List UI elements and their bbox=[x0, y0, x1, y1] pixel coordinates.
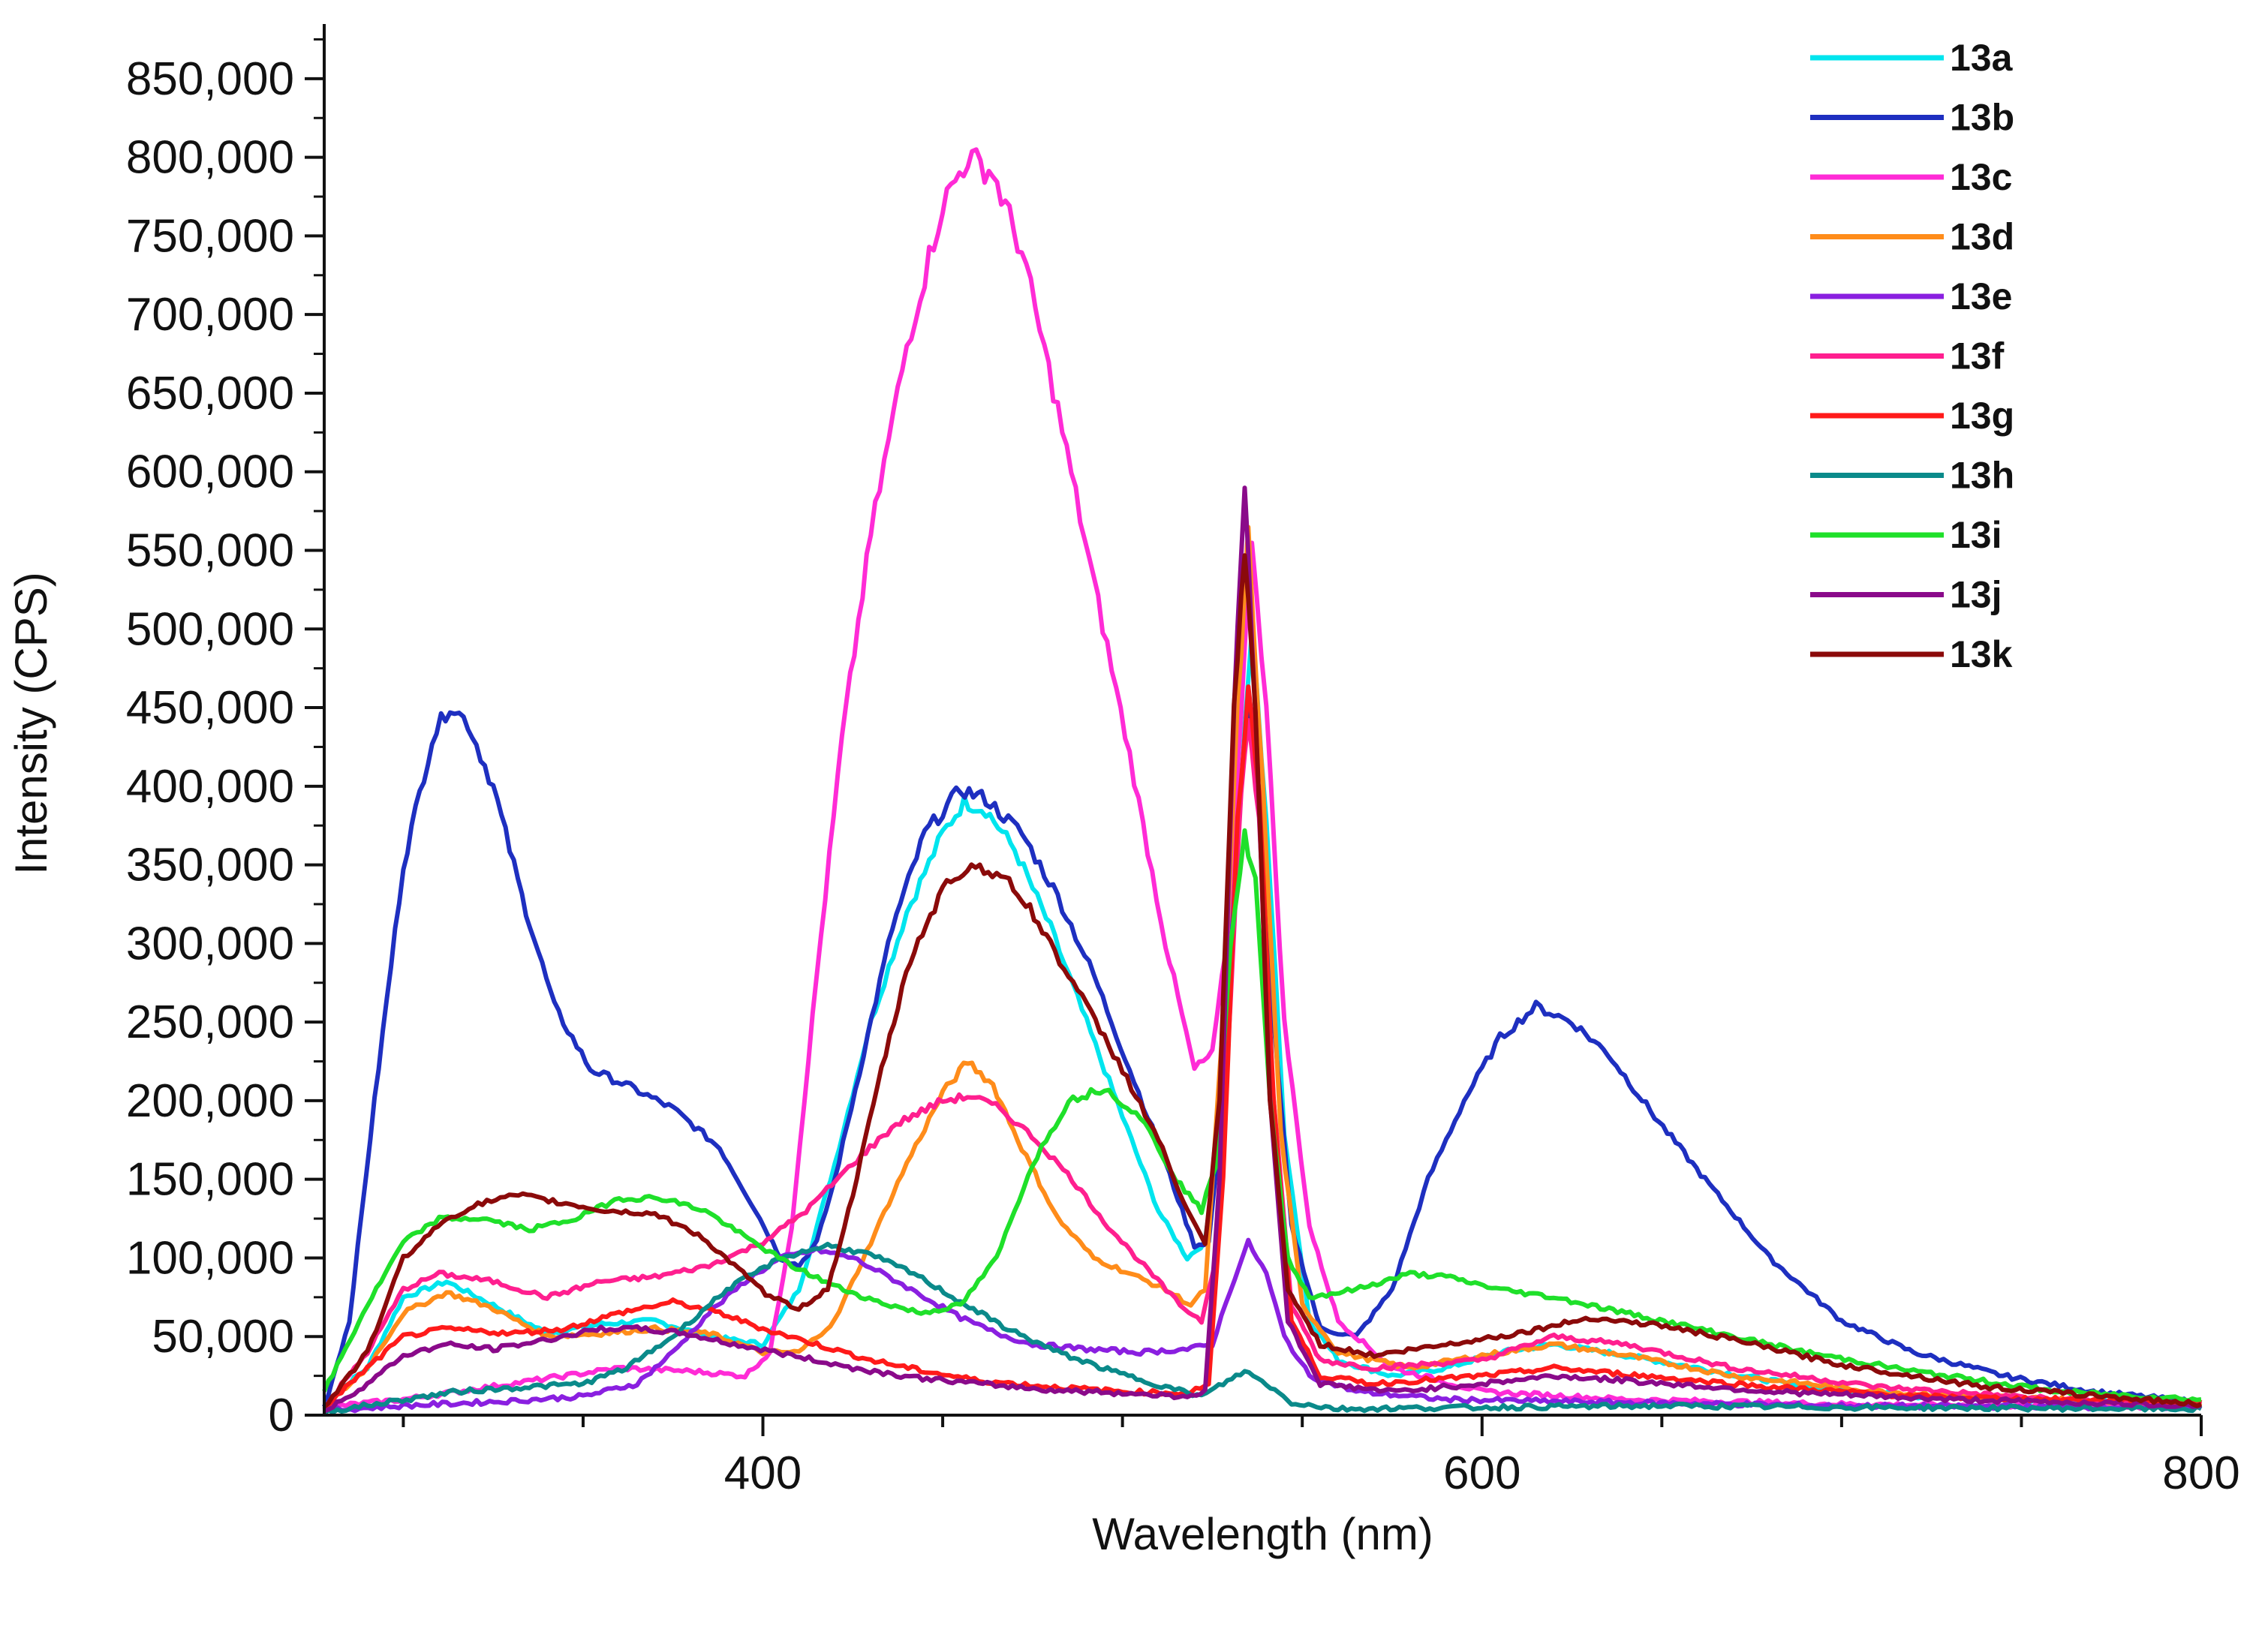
y-tick-label: 150,000 bbox=[126, 1154, 294, 1206]
y-tick-label: 0 bbox=[269, 1390, 294, 1441]
legend-label-13k: 13k bbox=[1950, 633, 2013, 675]
x-tick-label: 600 bbox=[1443, 1447, 1521, 1499]
y-tick-label: 650,000 bbox=[126, 368, 294, 419]
y-tick-label: 50,000 bbox=[152, 1311, 294, 1363]
x-tick-label: 800 bbox=[2162, 1447, 2239, 1499]
legend-label-13b: 13b bbox=[1950, 97, 2014, 139]
y-tick-label: 350,000 bbox=[126, 840, 294, 891]
y-tick-label: 450,000 bbox=[126, 682, 294, 734]
y-tick-label: 200,000 bbox=[126, 1075, 294, 1127]
series-line-13h bbox=[322, 1241, 2203, 1416]
y-tick-label: 750,000 bbox=[126, 210, 294, 262]
y-tick-label: 600,000 bbox=[126, 446, 294, 498]
legend-label-13g: 13g bbox=[1950, 395, 2014, 437]
x-axis-title: Wavelength (nm) bbox=[1092, 1509, 1433, 1559]
legend-label-13h: 13h bbox=[1950, 455, 2014, 497]
y-tick-label: 250,000 bbox=[126, 996, 294, 1048]
legend-label-13j: 13j bbox=[1950, 574, 2002, 616]
legend-label-13a: 13a bbox=[1950, 37, 2014, 79]
legend-label-13e: 13e bbox=[1950, 275, 2012, 317]
y-tick-label: 100,000 bbox=[126, 1232, 294, 1284]
y-axis-title: Intensity (CPS) bbox=[6, 572, 56, 874]
legend: 13a 13b 13c 13d 13e 13f 13g 13h 13i 13j 13k bbox=[1810, 37, 2014, 675]
legend-label-13d: 13d bbox=[1950, 216, 2014, 258]
legend-label-13c: 13c bbox=[1950, 156, 2012, 198]
legend-label-13i: 13i bbox=[1950, 514, 2002, 556]
tick-labels: 0 50,000 100,000 150,000 200,000 250,000 300,0… bbox=[126, 53, 2240, 1499]
y-tick-label: 550,000 bbox=[126, 525, 294, 577]
series-line-13k bbox=[323, 553, 2203, 1409]
y-tick-label: 300,000 bbox=[126, 918, 294, 969]
y-tick-label: 850,000 bbox=[126, 53, 294, 105]
y-tick-label: 400,000 bbox=[126, 761, 294, 813]
y-tick-label: 500,000 bbox=[126, 603, 294, 655]
series-layer bbox=[322, 147, 2203, 1416]
axes bbox=[305, 24, 2203, 1436]
x-tick-label: 400 bbox=[724, 1447, 802, 1499]
y-tick-label: 700,000 bbox=[126, 289, 294, 341]
y-tick-label: 800,000 bbox=[126, 132, 294, 184]
legend-label-13f: 13f bbox=[1950, 335, 2005, 377]
